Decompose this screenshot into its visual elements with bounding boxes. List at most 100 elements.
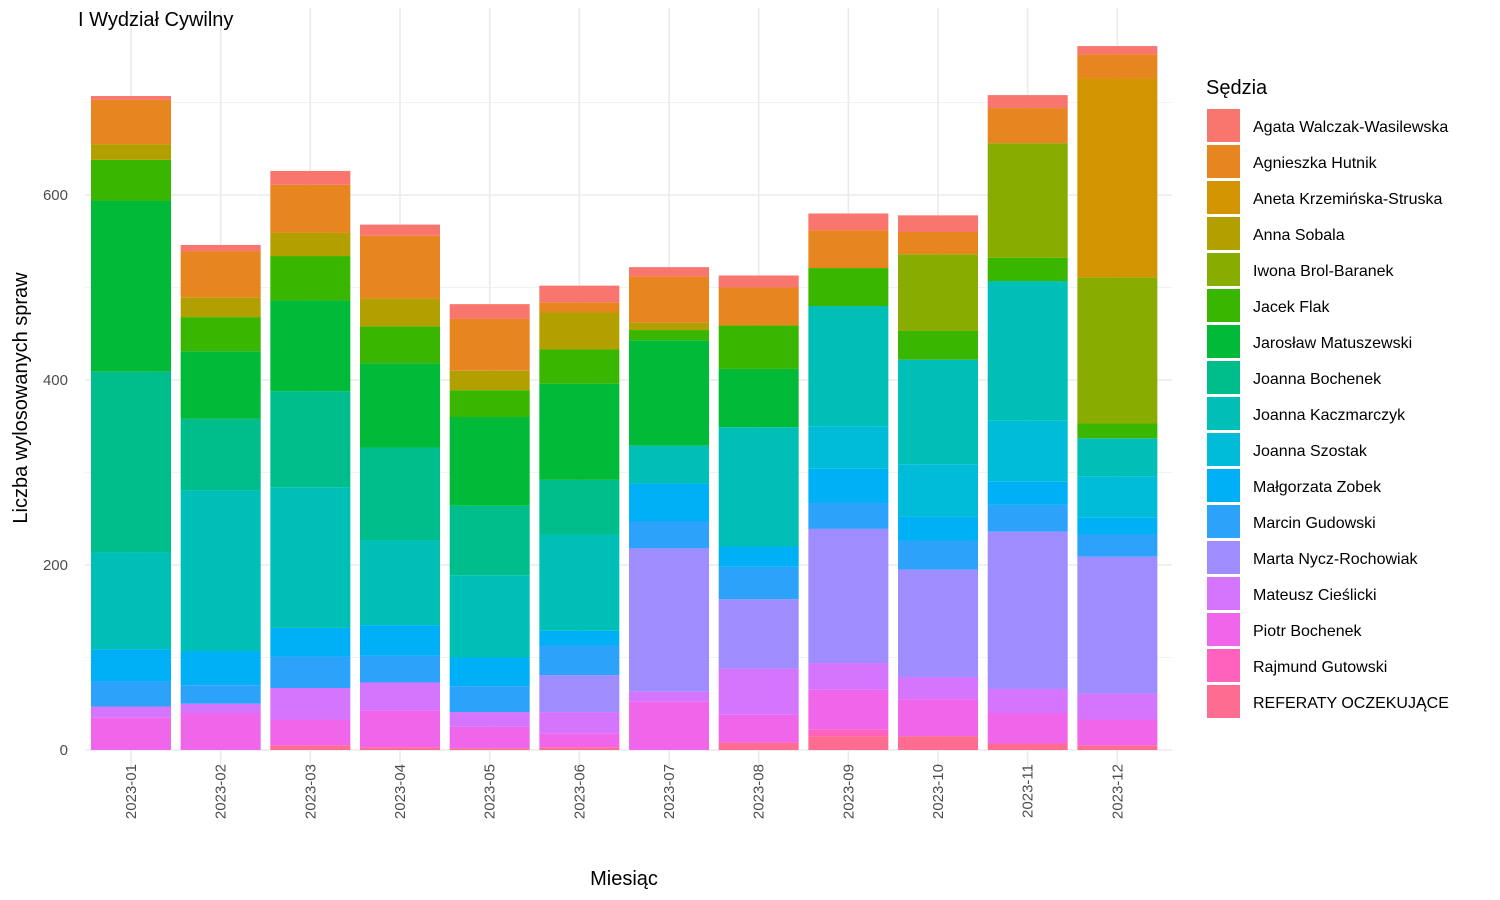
legend: Agata Walczak-Wasilewska Agnieszka Hutnik… — [1207, 109, 1449, 718]
bar-segment — [91, 371, 171, 553]
bar-segment — [360, 710, 441, 748]
bar-segment — [180, 351, 261, 419]
bar-segment — [449, 657, 530, 687]
legend-label: Jacek Flak — [1253, 299, 1330, 316]
bar-segment — [808, 729, 889, 737]
legend-label: Marta Nycz-Rochowiak — [1253, 551, 1418, 568]
bar-segment — [718, 742, 799, 750]
bar-segment — [718, 714, 799, 743]
bar-segment — [360, 447, 441, 541]
x-tick-label: 2023-02 — [213, 764, 230, 819]
bar-segment — [629, 521, 710, 549]
bar-segment — [1077, 277, 1158, 424]
bar-segment — [1077, 438, 1158, 477]
bar-segment — [91, 706, 171, 718]
x-axis-title: Miesiąc — [590, 868, 658, 890]
bar-segment — [91, 552, 171, 650]
bar-segment — [91, 159, 171, 201]
bar-segment — [718, 566, 799, 600]
bar-segment — [539, 733, 620, 748]
y-tick-label: 0 — [60, 742, 68, 759]
bar-segment — [539, 285, 620, 303]
bar-segment — [808, 503, 889, 529]
legend-label: Joanna Bochenek — [1253, 371, 1382, 388]
bar-segment — [449, 370, 530, 391]
bar-segment — [360, 655, 441, 683]
bar-segment — [360, 235, 441, 299]
legend-swatch — [1207, 613, 1240, 646]
legend-label: Agnieszka Hutnik — [1253, 155, 1378, 172]
axis-layer: 0 200 400 600 2023-01 2023-02 2023-03 2023-04 20… — [43, 187, 1126, 819]
x-tick-label: 2023-12 — [1109, 764, 1126, 819]
bar-segment — [449, 417, 530, 506]
bar-segment — [539, 479, 620, 535]
bar-segment — [718, 668, 799, 715]
legend-swatch — [1207, 685, 1240, 718]
bar-segment — [1077, 423, 1158, 439]
bar-segment — [270, 656, 351, 689]
x-tick-label: 2023-09 — [840, 764, 857, 819]
bar-segment — [898, 569, 979, 677]
bar-segment — [898, 330, 979, 360]
x-tick-label: 2023-08 — [751, 764, 768, 819]
bar-segment — [91, 681, 171, 707]
bar-segment — [987, 504, 1068, 532]
legend-swatch — [1207, 541, 1240, 574]
bar-segment — [1077, 534, 1158, 557]
legend-swatch — [1207, 505, 1240, 538]
bar-segment — [91, 96, 171, 100]
bar-segment — [270, 300, 351, 392]
bar-segment — [539, 712, 620, 734]
legend-swatch — [1207, 145, 1240, 178]
bar-segment — [539, 675, 620, 713]
bar-segment — [808, 468, 889, 504]
y-tick-label: 400 — [43, 372, 68, 389]
bar-segment — [898, 736, 979, 750]
legend-swatch — [1207, 289, 1240, 322]
bar-segment — [360, 326, 441, 364]
bar-segment — [808, 230, 889, 269]
bar-segment — [180, 418, 261, 491]
bar-segment — [1077, 517, 1158, 535]
bar-segment — [270, 184, 351, 233]
bar-segment — [270, 688, 351, 720]
bar-segment — [629, 267, 710, 277]
bar-segment — [180, 703, 261, 713]
legend-label: Małgorzata Zobek — [1253, 479, 1382, 496]
x-tick-label: 2023-10 — [930, 764, 947, 819]
legend-swatch — [1207, 253, 1240, 286]
bar-segment — [539, 312, 620, 350]
bar-segment — [718, 599, 799, 669]
bar-segment — [629, 445, 710, 484]
bar-segment — [449, 390, 530, 417]
bar-segment — [360, 540, 441, 626]
legend-label: Joanna Szostak — [1253, 443, 1368, 460]
bar-segment — [360, 747, 441, 750]
bar-segment — [180, 244, 261, 252]
bar-segment — [180, 317, 261, 352]
bar-segment — [180, 685, 261, 704]
chart-title: I Wydział Cywilny — [78, 9, 233, 31]
bar-segment — [270, 745, 351, 750]
bar-segment — [91, 200, 171, 372]
bar-segment — [629, 330, 710, 341]
bar-segment — [91, 144, 171, 160]
bar-segment — [91, 99, 171, 145]
bar-segment — [539, 747, 620, 750]
bar-segment — [718, 368, 799, 428]
bar-segment — [808, 306, 889, 427]
y-axis-title: Liczba wylosowanych spraw — [10, 272, 32, 524]
bar-segment — [1077, 54, 1158, 79]
x-tick-label: 2023-05 — [482, 764, 499, 819]
bar-segment — [270, 170, 351, 185]
bar-segment — [898, 215, 979, 232]
legend-label: Anna Sobala — [1253, 227, 1345, 244]
x-tick-label: 2023-01 — [123, 764, 140, 819]
bar-segment — [360, 625, 441, 656]
x-tick-label: 2023-07 — [661, 764, 678, 819]
bar-segment — [1077, 719, 1158, 746]
bar-segment — [987, 257, 1068, 282]
y-tick-label: 600 — [43, 187, 68, 204]
bar-segment — [987, 688, 1068, 713]
